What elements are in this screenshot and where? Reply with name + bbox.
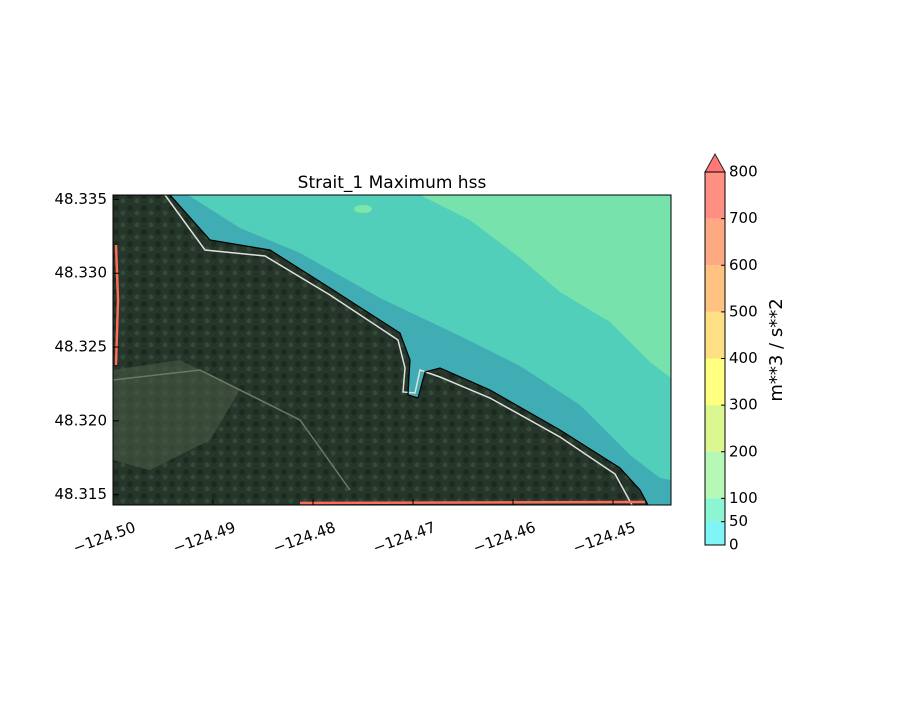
colorbar-tick-label: 400 [729, 349, 758, 367]
chart-title: Strait_1 Maximum hss [298, 173, 487, 193]
colorbar-segment [705, 451, 725, 499]
colorbar-tick-label: 100 [729, 489, 758, 507]
x-tick-label: −124.45 [571, 518, 638, 557]
colorbar-tick-label: 300 [729, 396, 758, 414]
colorbar-segment [705, 311, 725, 359]
colorbar-tick-label: 200 [729, 442, 758, 460]
colorbar-tick-label: 700 [729, 209, 758, 227]
colorbar-tick-label: 50 [729, 512, 748, 530]
colorbar-tick-label: 800 [729, 163, 758, 181]
edge-line [114, 244, 120, 366]
band [420, 195, 671, 378]
edge-line [299, 500, 646, 505]
x-tick-label: −124.48 [271, 518, 338, 557]
colorbar-segment [705, 405, 725, 452]
x-tick-label: −124.50 [71, 518, 138, 557]
x-tick-label: −124.46 [471, 518, 538, 557]
colorbar-segment [705, 498, 725, 522]
colorbar-tick-label: 0 [729, 536, 739, 554]
y-tick-label: 48.325 [55, 338, 108, 356]
x-tick-label: −124.49 [171, 518, 238, 557]
band [354, 205, 372, 213]
y-tick-label: 48.335 [55, 190, 108, 208]
colorbar-segment [705, 218, 725, 266]
colorbar-label: m**3 / s**2 [766, 298, 787, 401]
y-tick-label: 48.315 [55, 485, 108, 503]
colorbar-tick-label: 600 [729, 256, 758, 274]
colorbar-segment [705, 265, 725, 312]
plot-frame [112, 194, 672, 506]
trail [113, 369, 351, 491]
map [113, 195, 671, 505]
y-tick-label: 48.330 [55, 264, 108, 282]
colorbar-extend [704, 152, 726, 173]
colorbar-segment [705, 172, 725, 219]
colorbar-segment [705, 521, 725, 545]
coastline [169, 195, 649, 505]
colorbar-segment [705, 358, 725, 406]
clearing [113, 360, 240, 470]
y-tick-label: 48.320 [55, 411, 108, 429]
road [164, 195, 633, 505]
x-tick-label: −124.47 [371, 518, 438, 557]
colorbar-tick-label: 500 [729, 302, 758, 320]
